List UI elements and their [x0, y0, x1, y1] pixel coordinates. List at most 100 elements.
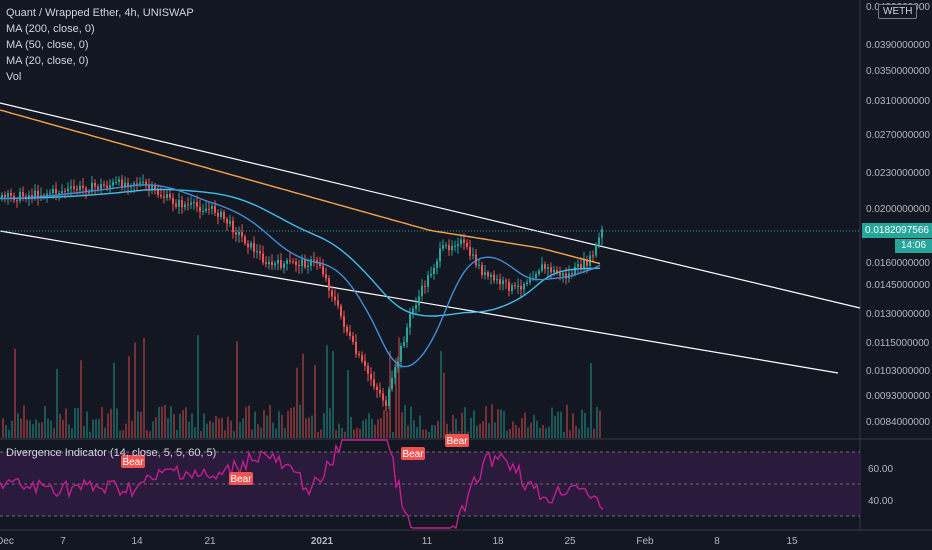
volume-bar [374, 424, 376, 438]
candle-body [217, 212, 219, 217]
candle-body [127, 182, 129, 188]
volume-bar [407, 425, 409, 438]
volume-bar [104, 427, 106, 438]
time-tick-label: 14 [131, 536, 143, 547]
time-tick-label: 8 [714, 536, 720, 547]
candle-body [331, 290, 333, 297]
candle-body [79, 185, 81, 191]
volume-bar [23, 405, 25, 438]
candle-body [517, 285, 519, 287]
volume-bar [212, 422, 214, 438]
volume-bar [74, 407, 76, 438]
volume-bar [386, 411, 388, 438]
candle-body [328, 278, 330, 291]
candle-body [559, 272, 561, 276]
candle-body [577, 264, 579, 267]
upper-trendline [0, 102, 861, 309]
candle-body [112, 182, 114, 186]
volume-bar [188, 421, 190, 438]
volume-bar [533, 415, 535, 438]
candle-body [334, 296, 336, 301]
volume-bar [383, 410, 385, 438]
volume-bar [272, 422, 274, 438]
candle-body [499, 279, 501, 285]
price-tick-label: 0.0093000000 [866, 391, 930, 402]
candle-body [58, 193, 60, 195]
time-tick-label: 7 [60, 536, 66, 547]
candle-body [64, 191, 66, 193]
volume-bar [359, 428, 361, 438]
volume-bar [551, 407, 553, 438]
candle-body [556, 270, 558, 273]
candle-body [46, 193, 48, 196]
volume-bar [113, 362, 115, 438]
volume-bar [98, 418, 100, 438]
candle-body [31, 195, 33, 198]
volume-bar [371, 418, 373, 438]
price-tick-label: 0.0230000000 [866, 168, 930, 179]
volume-bar [437, 420, 439, 438]
candle-body [271, 261, 273, 266]
indicator-title: Divergence Indicator (14, close, 5, 5, 6… [6, 447, 217, 459]
candle-body [136, 183, 138, 185]
candle-body [547, 267, 549, 269]
volume-bar [173, 414, 175, 438]
candle-body [133, 183, 135, 186]
candle-body [433, 268, 435, 275]
volume-bar [545, 428, 547, 438]
candle-body [343, 316, 345, 327]
volume-bar [512, 421, 514, 438]
candle-body [103, 184, 105, 186]
volume-bar [206, 423, 208, 438]
volume-bar [290, 407, 292, 438]
volume-bar [440, 350, 442, 438]
volume-bar [464, 407, 466, 438]
candle-body [172, 197, 174, 204]
volume-bar [146, 430, 148, 438]
candle-body [274, 263, 276, 266]
ma200-line [0, 109, 601, 265]
volume-bar [392, 431, 394, 438]
volume-bar [209, 420, 211, 438]
candle-body [109, 185, 111, 188]
volume-bar [53, 428, 55, 438]
volume-bar [323, 413, 325, 438]
candle-body [361, 355, 363, 361]
candle-body [4, 194, 6, 198]
candle-body [280, 260, 282, 268]
time-tick-label: 15 [786, 536, 798, 547]
volume-bar [524, 412, 526, 438]
volume-bar [335, 430, 337, 438]
candle-body [550, 267, 552, 273]
volume-bar [341, 427, 343, 438]
volume-bar [110, 408, 112, 438]
volume-bar [254, 411, 256, 438]
volume-bar [95, 419, 97, 438]
volume-bar [176, 429, 178, 438]
candle-body [586, 259, 588, 266]
volume-bar [218, 418, 220, 438]
candle-body [241, 231, 243, 237]
candle-body [400, 345, 402, 362]
volume-bar [65, 408, 67, 438]
candle-body [403, 342, 405, 346]
volume-bar [428, 431, 430, 438]
time-tick-label: 2021 [311, 536, 334, 547]
volume-bar [35, 419, 37, 438]
last-price-tag: 0.0182097566 [862, 223, 932, 238]
quote-currency-badge[interactable]: WETH [878, 4, 918, 19]
bear-divergence-label: Bear [445, 434, 469, 447]
candle-body [268, 261, 270, 265]
volume-bar [125, 423, 127, 438]
volume-bar [80, 360, 82, 438]
candle-body [214, 206, 216, 213]
price-tick-label: 0.0270000000 [866, 130, 930, 141]
time-tick-label: 21 [204, 536, 216, 547]
volume-bar [500, 409, 502, 438]
candle-body [427, 275, 429, 287]
candle-body [247, 243, 249, 248]
volume-bar [431, 425, 433, 438]
volume-bar [83, 425, 85, 438]
volume-bar [344, 431, 346, 438]
